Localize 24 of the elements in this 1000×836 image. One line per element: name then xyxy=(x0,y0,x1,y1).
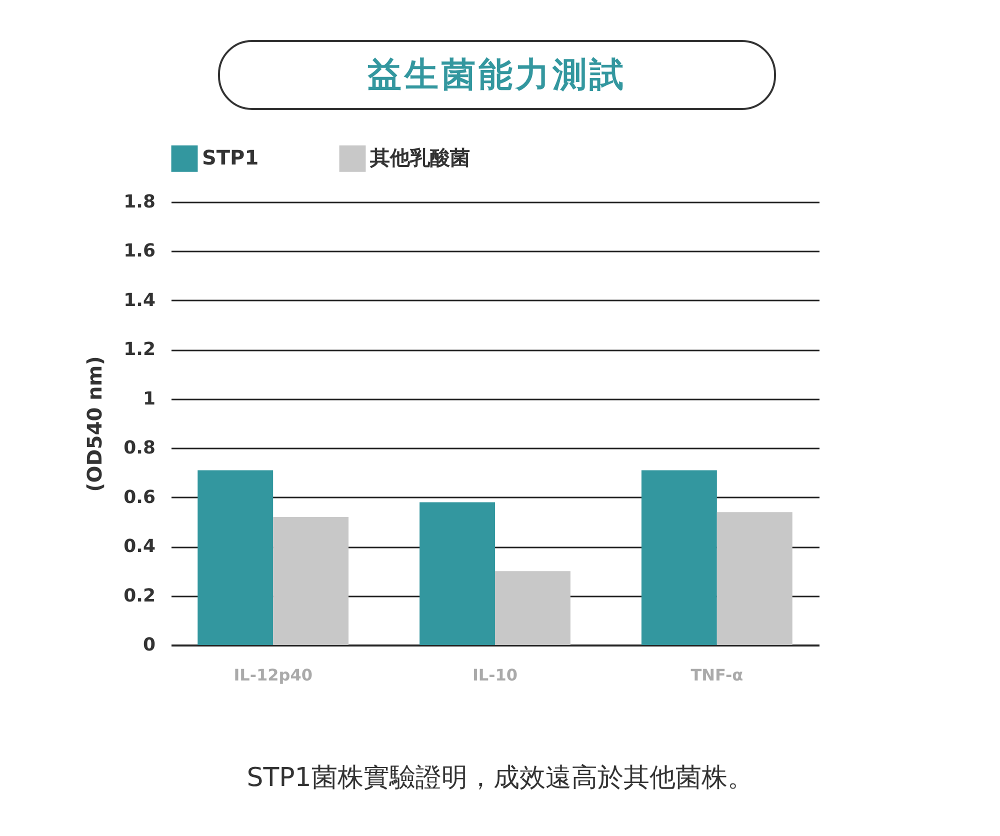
bar xyxy=(198,470,274,645)
chart-title: 益生菌能力測試 xyxy=(218,40,776,110)
y-tick-label: 0.4 xyxy=(124,536,156,558)
text: STP1菌株實驗證明，成效遠高於其他菌株。 xyxy=(246,762,754,795)
bar xyxy=(641,470,717,645)
legend-label: 其他乳酸菌 xyxy=(369,146,470,170)
y-tick-label: 1.8 xyxy=(124,192,156,212)
legend-label: STP1 xyxy=(202,146,259,170)
y-tick-label: 1.4 xyxy=(124,290,156,311)
bar xyxy=(273,517,349,645)
y-tick-label: 0.6 xyxy=(124,486,156,508)
bar xyxy=(420,502,495,645)
x-tick-label: TNF-α xyxy=(690,666,744,684)
bar xyxy=(495,571,570,645)
y-tick-label: 1 xyxy=(142,388,156,410)
y-axis-title: (OD540 nm) xyxy=(82,356,107,492)
y-tick-label: 1.2 xyxy=(124,339,156,360)
y-tick-label: 1.6 xyxy=(124,240,156,262)
y-tick-label: 0 xyxy=(142,634,156,656)
bar xyxy=(716,512,792,645)
y-tick-label: 0.2 xyxy=(124,585,156,606)
y-tick-label: 0.8 xyxy=(124,438,156,459)
x-tick-label: IL-10 xyxy=(472,666,518,684)
x-tick-label: IL-12p40 xyxy=(234,666,312,684)
